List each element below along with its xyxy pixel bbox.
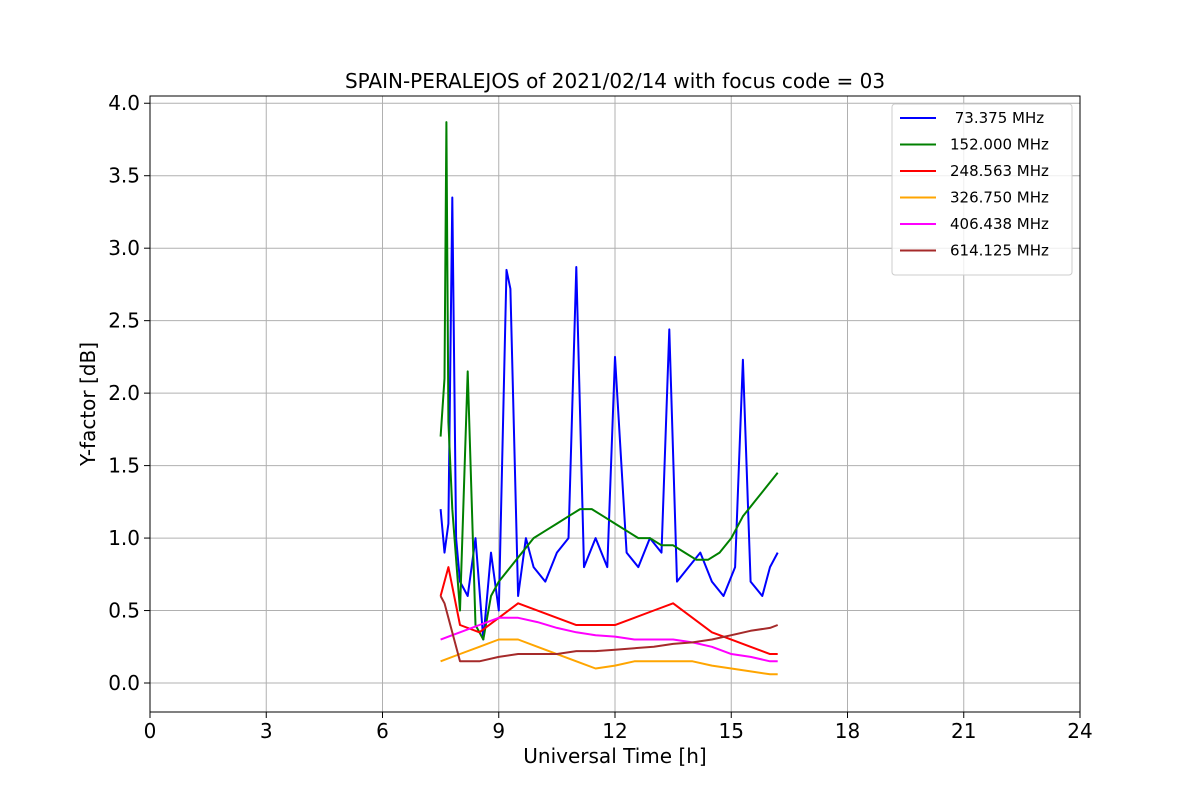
x-tick-label: 6 — [376, 719, 389, 743]
legend-label: 406.438 MHz — [950, 215, 1049, 233]
x-tick-label: 18 — [835, 719, 860, 743]
series-layer — [439, 121, 779, 676]
y-tick-label: 3.5 — [108, 164, 140, 188]
y-tick-label: 2.5 — [108, 309, 140, 333]
legend: 73.375 MHz 152.000 MHz 248.563 MHz 326.750 … — [891, 103, 1073, 276]
y-tick-label: 1.0 — [108, 526, 140, 550]
legend-box — [891, 103, 1073, 276]
x-tick-label: 12 — [602, 719, 627, 743]
y-tick-label: 3.0 — [108, 236, 140, 260]
y-tick-label: 0.5 — [108, 599, 140, 623]
x-tick-label: 15 — [719, 719, 744, 743]
y-tick-label: 0.0 — [108, 671, 140, 695]
legend-label: 152.000 MHz — [950, 136, 1049, 154]
legend-label: 248.563 MHz — [950, 162, 1049, 180]
series-line-4 — [440, 616, 778, 663]
y-tick-label: 1.5 — [108, 454, 140, 478]
legend-label: 614.125 MHz — [950, 242, 1049, 260]
x-axis-label: Universal Time [h] — [523, 744, 706, 768]
x-tick-label: 0 — [144, 719, 157, 743]
legend-label: 73.375 MHz — [950, 109, 1044, 127]
y-tick-label: 4.0 — [108, 91, 140, 115]
y-axis: 0.0 0.5 1.0 1.5 2.0 2.5 3.0 3.5 4.0 — [108, 91, 150, 695]
x-tick-label: 9 — [492, 719, 505, 743]
x-axis: 0 3 6 9 12 15 18 21 24 — [144, 712, 1093, 743]
series-line-3 — [440, 638, 778, 676]
series-line-5 — [439, 595, 779, 663]
series-line-1 — [439, 121, 779, 641]
chart-title: SPAIN-PERALEJOS of 2021/02/14 with focus… — [345, 69, 885, 93]
y-axis-label: Y-factor [dB] — [76, 342, 100, 467]
x-tick-label: 3 — [260, 719, 273, 743]
x-tick-label: 21 — [951, 719, 976, 743]
y-tick-label: 2.0 — [108, 381, 140, 405]
legend-label: 326.750 MHz — [950, 189, 1049, 207]
x-tick-label: 24 — [1067, 719, 1092, 743]
series-line-2 — [439, 566, 778, 655]
series-line-0 — [439, 196, 779, 641]
